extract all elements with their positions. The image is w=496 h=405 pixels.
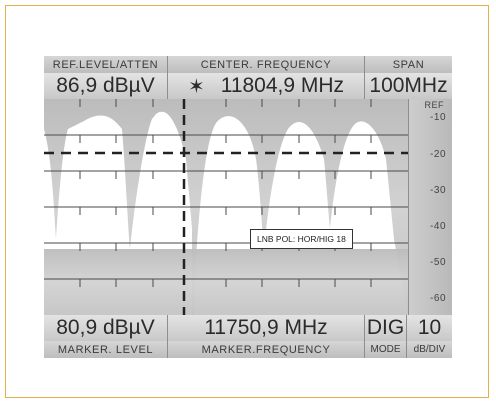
grid-ticks <box>79 99 372 315</box>
mode-label: MODE <box>365 341 407 358</box>
scale-tick: -60 <box>430 293 446 304</box>
footer-values-row: 80,9 dBµV 11750,9 MHz DIG 10 <box>44 315 452 341</box>
marker-level-value: 80,9 dBµV <box>44 315 168 341</box>
lnb-polarization-text: LNB POL: HOR/HIG 18 <box>257 234 346 244</box>
marker-frequency-label: MARKER.FREQUENCY <box>168 341 365 358</box>
mode-value: DIG <box>365 315 407 341</box>
scale-tick: -30 <box>430 185 446 196</box>
header-values-row: 86,9 dBµV ✶ 11804,9 MHz 100MHz <box>44 73 452 99</box>
lnb-polarization-box: LNB POL: HOR/HIG 18 <box>250 229 353 249</box>
ref-label: REF <box>424 100 444 110</box>
ref-level-value: 86,9 dBµV <box>44 73 168 99</box>
center-frequency-cell: ✶ 11804,9 MHz <box>168 73 365 99</box>
scale-tick: -10 <box>430 112 446 123</box>
marker-level-label: MARKER. LEVEL <box>44 341 168 358</box>
spectrum-plot: LNB POL: HOR/HIG 18 <box>44 99 452 315</box>
center-frequency-label: CENTER. FREQUENCY <box>168 56 365 73</box>
trace-mask-right <box>194 249 408 315</box>
scale-tick: -20 <box>430 149 446 160</box>
spectrum-analyzer-screen: REF.LEVEL/ATTEN CENTER. FREQUENCY SPAN 8… <box>44 56 452 358</box>
scale-tick: -50 <box>430 257 446 268</box>
scale-tick: -40 <box>430 221 446 232</box>
center-marker-icon: ✶ <box>187 75 205 98</box>
span-value: 100MHz <box>369 74 448 97</box>
span-label: SPAN <box>392 58 425 71</box>
db-div-value: 10 <box>417 316 442 339</box>
center-frequency-value: 11804,9 MHz <box>220 74 345 97</box>
trace-mask-left <box>44 249 194 315</box>
footer-labels-row: MARKER. LEVEL MARKER.FREQUENCY MODE dB/D… <box>44 341 452 358</box>
db-div-label: dB/DIV <box>413 344 446 355</box>
ref-level-label: REF.LEVEL/ATTEN <box>44 56 168 73</box>
db-scale: REF -10 -20 -30 -40 -50 -60 <box>408 99 452 315</box>
header-labels-row: REF.LEVEL/ATTEN CENTER. FREQUENCY SPAN <box>44 56 452 73</box>
device-frame: REF.LEVEL/ATTEN CENTER. FREQUENCY SPAN 8… <box>5 5 489 398</box>
spectrum-graph <box>44 99 452 315</box>
marker-frequency-value: 11750,9 MHz <box>168 315 365 341</box>
